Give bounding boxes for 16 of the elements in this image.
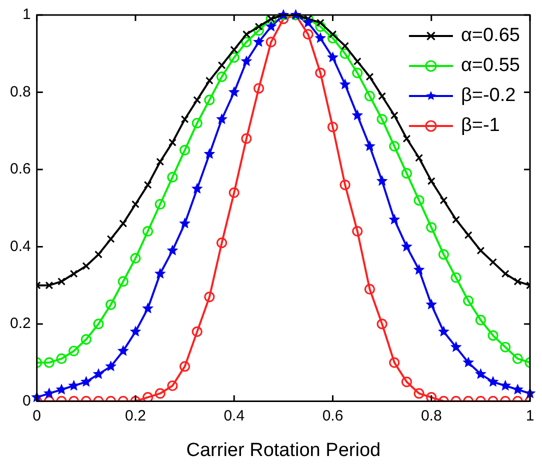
x-tick-label: 0.8 bbox=[420, 407, 442, 424]
x-tick-label: 0.6 bbox=[322, 407, 344, 424]
y-tick-label: 0.6 bbox=[10, 160, 31, 178]
legend-label: β=-1 bbox=[460, 115, 500, 136]
y-tick-label: 0.8 bbox=[10, 83, 31, 100]
x-tick-label: 1 bbox=[526, 407, 534, 424]
legend-label: α=0.55 bbox=[460, 55, 520, 76]
y-tick-label: 0.2 bbox=[10, 315, 31, 332]
y-tick-label: 1 bbox=[22, 6, 31, 24]
x-tick-label: 0.4 bbox=[224, 407, 245, 424]
legend-label: α=0.65 bbox=[460, 25, 520, 46]
y-tick-label: 0.4 bbox=[10, 238, 31, 255]
legend-label: β=-0.2 bbox=[460, 85, 516, 106]
y-tick-label: 0 bbox=[22, 392, 31, 410]
x-tick-label: 0.2 bbox=[125, 407, 146, 424]
x-axis-title: Carrier Rotation Period bbox=[186, 440, 381, 461]
